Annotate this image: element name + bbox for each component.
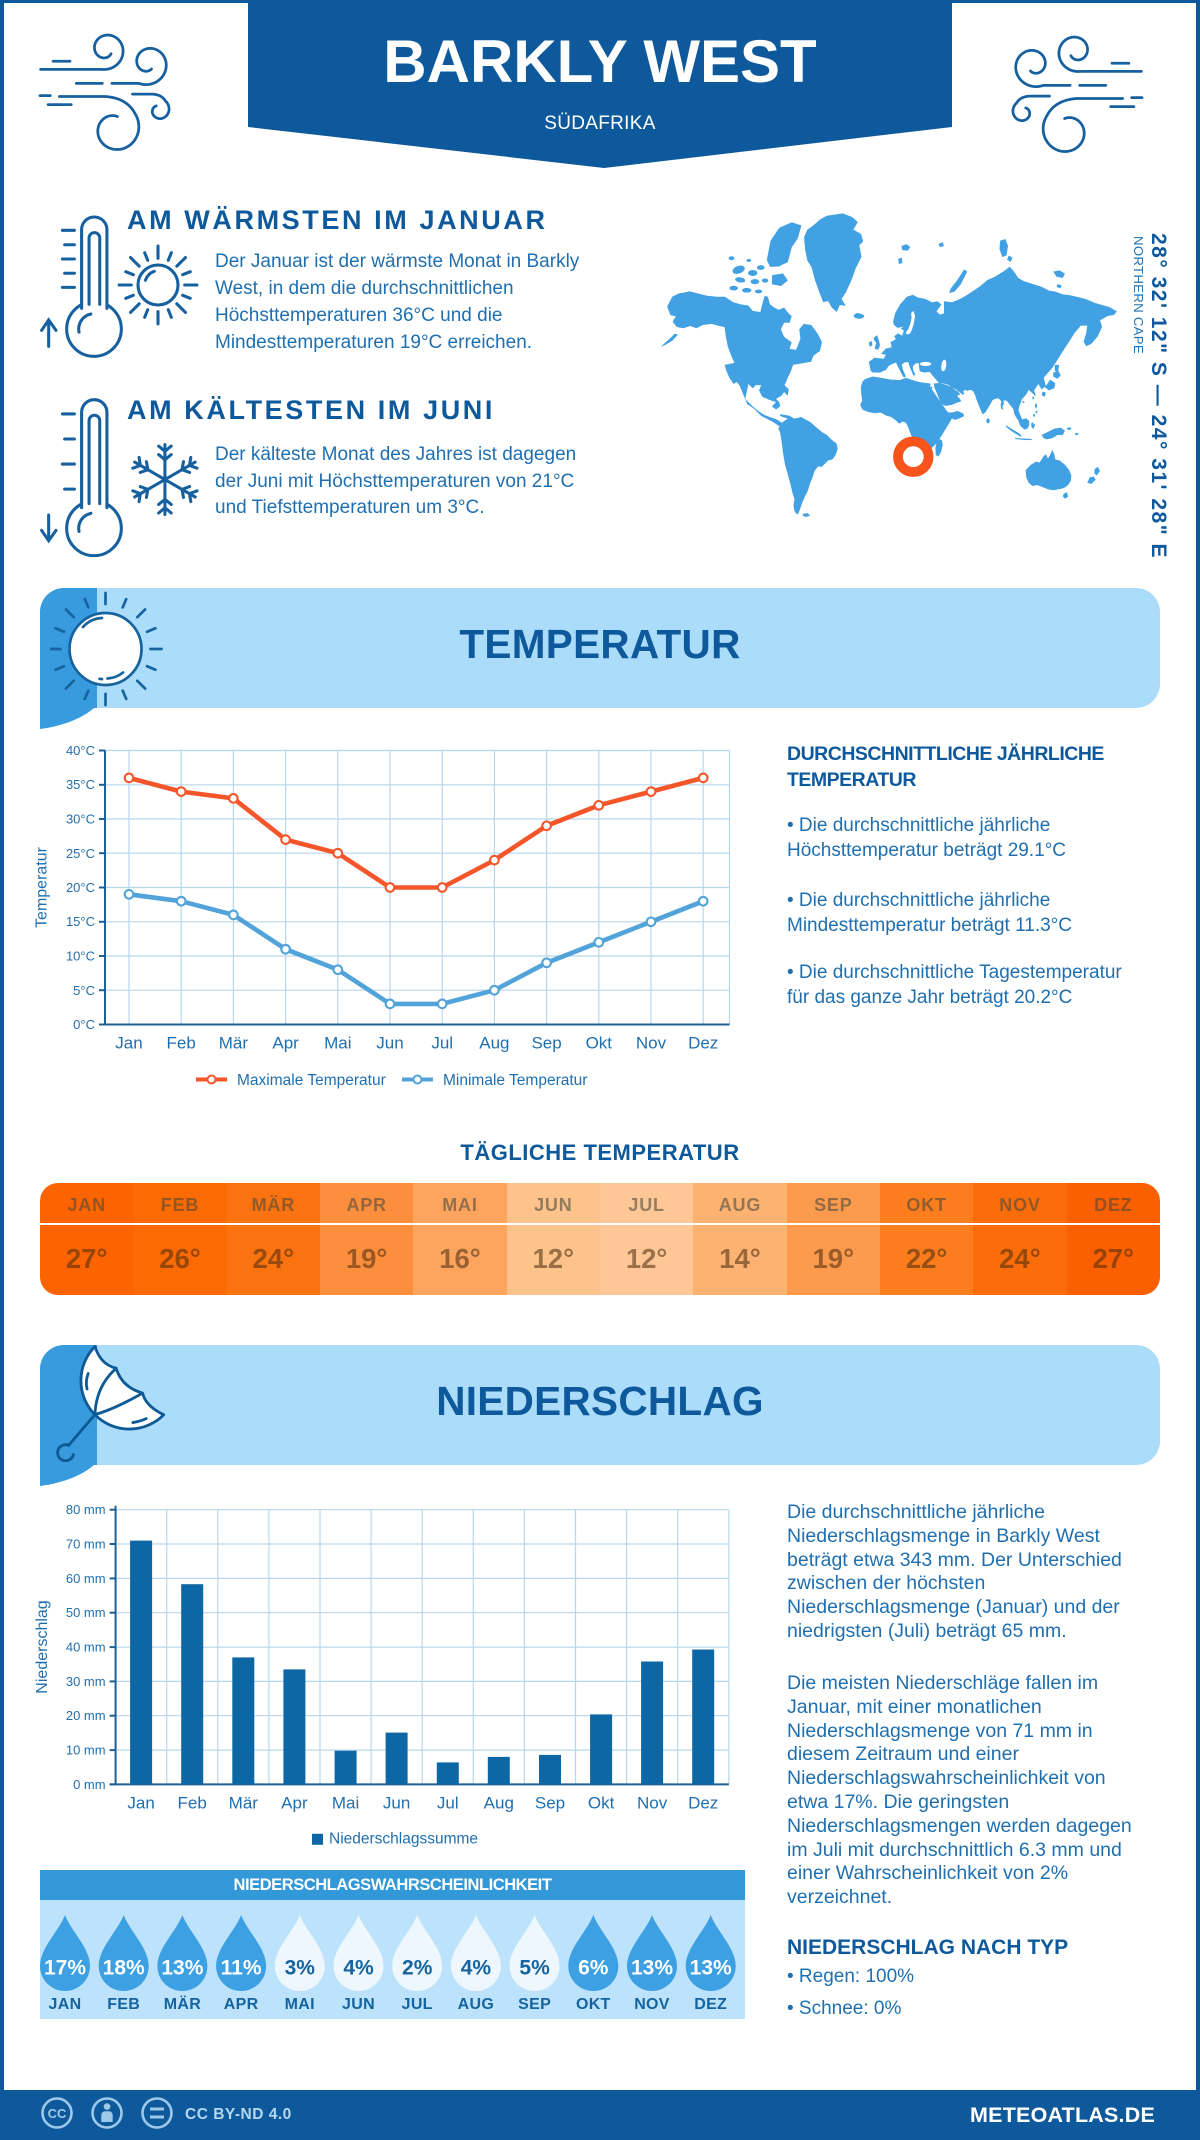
svg-text:MAI: MAI: [285, 1996, 315, 2013]
svg-text:20 mm: 20 mm: [66, 1708, 106, 1723]
svg-text:25°C: 25°C: [66, 846, 95, 861]
svg-text:Apr: Apr: [272, 1034, 299, 1053]
svg-text:JAN: JAN: [49, 1996, 82, 2013]
svg-text:2%: 2%: [402, 1957, 433, 1980]
svg-text:DEZ: DEZ: [694, 1996, 727, 2013]
svg-text:Feb: Feb: [178, 1793, 207, 1812]
svg-text:Dez: Dez: [688, 1793, 718, 1812]
svg-text:15°C: 15°C: [66, 914, 95, 929]
svg-text:Jan: Jan: [115, 1034, 142, 1053]
svg-text:Jul: Jul: [437, 1793, 459, 1812]
svg-text:4%: 4%: [461, 1957, 492, 1980]
svg-text:Aug: Aug: [479, 1034, 509, 1053]
svg-text:Jun: Jun: [376, 1034, 403, 1053]
svg-text:JUN: JUN: [342, 1996, 375, 2013]
svg-text:Niederschlag: Niederschlag: [34, 1600, 51, 1693]
svg-text:CC BY-ND 4.0: CC BY-ND 4.0: [185, 2106, 292, 2123]
svg-text:Jul: Jul: [431, 1034, 453, 1053]
svg-text:3%: 3%: [285, 1957, 316, 1980]
svg-text:Aug: Aug: [484, 1793, 514, 1812]
svg-text:13%: 13%: [631, 1957, 673, 1980]
svg-text:5%: 5%: [519, 1957, 550, 1980]
svg-text:17%: 17%: [44, 1957, 86, 1980]
svg-text:30 mm: 30 mm: [66, 1674, 106, 1689]
svg-text:Mär: Mär: [229, 1793, 259, 1812]
svg-text:50 mm: 50 mm: [66, 1605, 106, 1620]
svg-text:6%: 6%: [578, 1957, 609, 1980]
svg-text:Apr: Apr: [281, 1793, 308, 1812]
svg-text:Mai: Mai: [324, 1034, 351, 1053]
svg-text:13%: 13%: [161, 1957, 203, 1980]
svg-text:Sep: Sep: [531, 1034, 561, 1053]
svg-text:Temperatur: Temperatur: [34, 846, 51, 928]
svg-text:18%: 18%: [103, 1957, 145, 1980]
svg-text:60 mm: 60 mm: [66, 1571, 106, 1586]
svg-text:Dez: Dez: [688, 1034, 718, 1053]
svg-text:OKT: OKT: [576, 1996, 611, 2013]
svg-text:Jun: Jun: [383, 1793, 410, 1812]
svg-text:NOV: NOV: [634, 1996, 670, 2013]
svg-text:40°C: 40°C: [66, 743, 95, 758]
svg-text:0°C: 0°C: [73, 1017, 95, 1032]
svg-text:80 mm: 80 mm: [66, 1502, 106, 1517]
svg-text:SEP: SEP: [518, 1996, 551, 2013]
svg-text:13%: 13%: [690, 1957, 732, 1980]
svg-text:Nov: Nov: [636, 1034, 667, 1053]
svg-text:Okt: Okt: [586, 1034, 613, 1053]
svg-text:Sep: Sep: [535, 1793, 565, 1812]
svg-text:Okt: Okt: [588, 1793, 615, 1812]
svg-text:FEB: FEB: [107, 1996, 140, 2013]
svg-text:CC: CC: [48, 2106, 67, 2121]
svg-text:70 mm: 70 mm: [66, 1537, 106, 1552]
svg-text:Mär: Mär: [219, 1034, 249, 1053]
svg-text:10 mm: 10 mm: [66, 1743, 106, 1758]
svg-text:30°C: 30°C: [66, 812, 95, 827]
svg-text:40 mm: 40 mm: [66, 1640, 106, 1655]
svg-text:5°C: 5°C: [73, 983, 95, 998]
svg-text:Nov: Nov: [637, 1793, 668, 1812]
svg-text:0 mm: 0 mm: [73, 1777, 106, 1792]
svg-text:Mai: Mai: [332, 1793, 359, 1812]
svg-text:MÄR: MÄR: [164, 1995, 201, 2013]
svg-text:20°C: 20°C: [66, 880, 95, 895]
svg-text:AUG: AUG: [458, 1996, 494, 2013]
svg-text:11%: 11%: [221, 1957, 262, 1980]
svg-text:35°C: 35°C: [66, 777, 95, 792]
svg-text:JUL: JUL: [402, 1996, 433, 2013]
svg-text:Maximale Temperatur: Maximale Temperatur: [237, 1072, 386, 1089]
svg-text:Minimale Temperatur: Minimale Temperatur: [443, 1072, 587, 1089]
svg-text:Jan: Jan: [127, 1793, 154, 1812]
svg-text:4%: 4%: [343, 1957, 374, 1980]
svg-text:APR: APR: [224, 1996, 259, 2013]
svg-text:Feb: Feb: [167, 1034, 196, 1053]
svg-text:10°C: 10°C: [66, 949, 95, 964]
svg-text:Niederschlagssumme: Niederschlagssumme: [329, 1831, 478, 1848]
